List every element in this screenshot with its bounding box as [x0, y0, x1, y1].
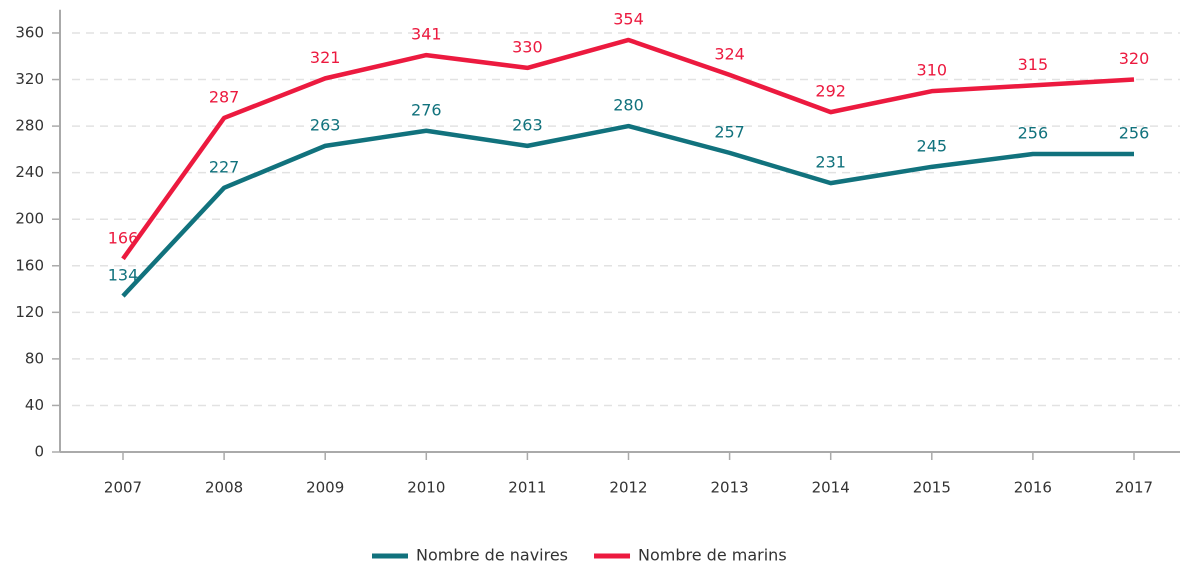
data-label: 324 [714, 44, 745, 63]
legend-label: Nombre de navires [416, 546, 568, 565]
y-tick-label: 360 [15, 23, 44, 41]
y-tick-label: 320 [15, 70, 44, 88]
data-label: 227 [209, 157, 240, 176]
data-label: 134 [108, 266, 139, 285]
x-tick-label: 2013 [711, 479, 749, 497]
x-tick-label: 2011 [508, 479, 546, 497]
x-tick-label: 2009 [306, 479, 344, 497]
data-label: 292 [815, 82, 846, 101]
data-label: 354 [613, 9, 644, 28]
data-label: 330 [512, 37, 543, 56]
y-tick-label: 120 [15, 303, 44, 321]
data-label: 166 [108, 228, 139, 247]
x-tick-label: 2010 [407, 479, 445, 497]
data-label: 315 [1018, 55, 1049, 74]
y-tick-label: 280 [15, 117, 44, 135]
data-label: 256 [1119, 124, 1150, 143]
x-tick-label: 2016 [1014, 479, 1052, 497]
data-label: 256 [1018, 124, 1049, 143]
data-label: 263 [512, 115, 543, 134]
data-label: 280 [613, 96, 644, 115]
y-tick-label: 80 [25, 349, 44, 367]
x-tick-label: 2015 [913, 479, 951, 497]
data-label: 341 [411, 25, 442, 44]
series-line [121, 123, 1134, 298]
x-tick-label: 2017 [1115, 479, 1153, 497]
x-tick-label: 2008 [205, 479, 243, 497]
data-label: 276 [411, 100, 442, 119]
data-label: 231 [815, 153, 846, 172]
legend-label: Nombre de marins [638, 546, 787, 565]
data-label: 245 [917, 136, 948, 155]
y-tick-label: 160 [15, 256, 44, 274]
data-label: 321 [310, 48, 341, 67]
data-label: 310 [917, 61, 948, 80]
data-label: 320 [1119, 49, 1150, 68]
x-tick-label: 2007 [104, 479, 142, 497]
series-line [121, 37, 1135, 261]
x-tick-label: 2014 [812, 479, 850, 497]
y-tick-label: 200 [15, 210, 44, 228]
x-tick-label: 2012 [609, 479, 647, 497]
data-label: 263 [310, 115, 341, 134]
y-tick-label: 240 [15, 163, 44, 181]
y-tick-label: 0 [34, 443, 44, 461]
y-tick-label: 40 [25, 396, 44, 414]
data-label: 287 [209, 87, 240, 106]
data-label: 257 [714, 122, 745, 141]
